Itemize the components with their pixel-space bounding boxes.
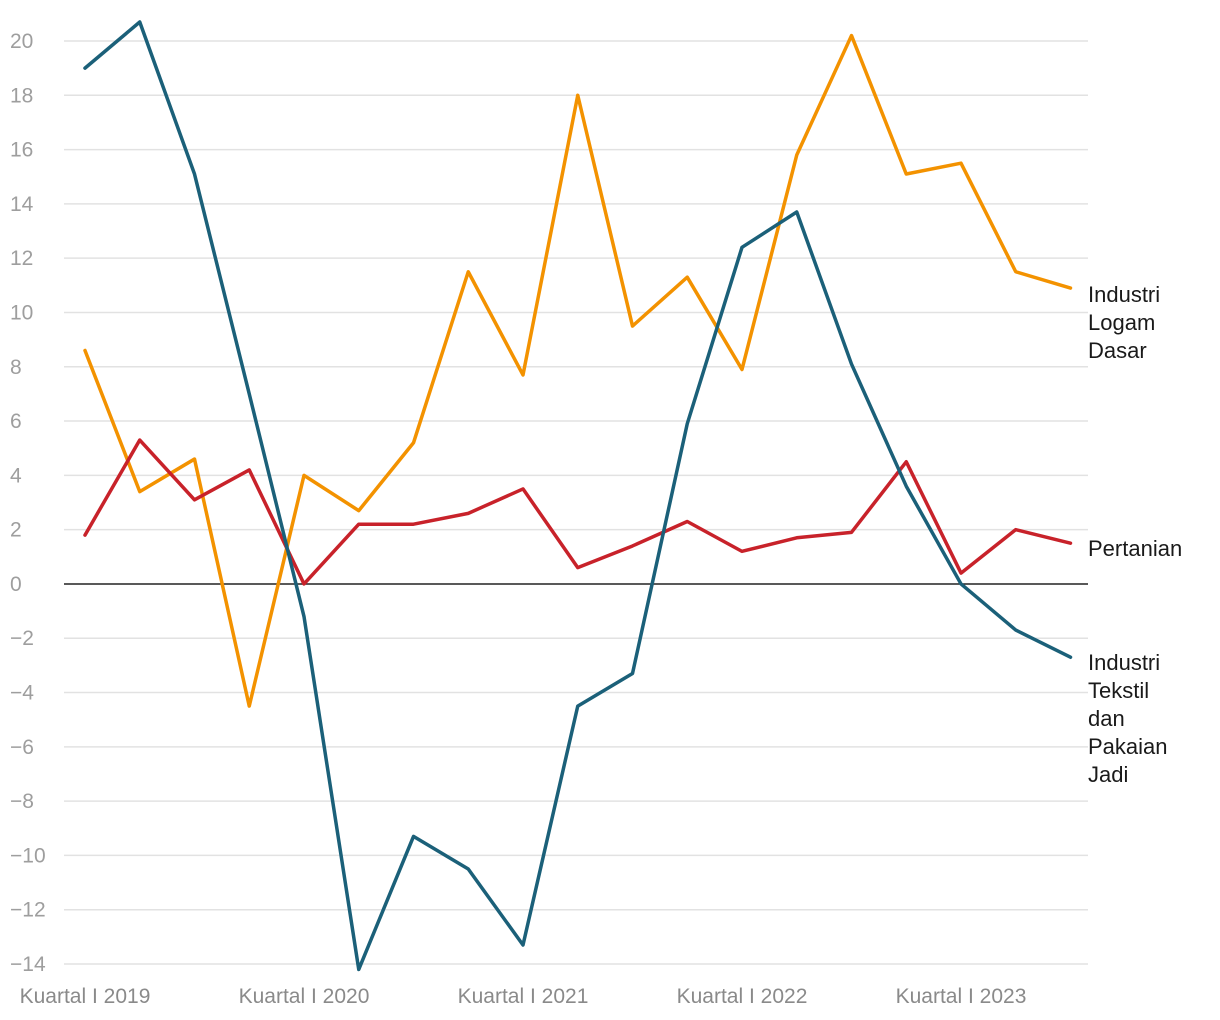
y-tick-label: 10 bbox=[10, 301, 33, 324]
y-tick-label: 16 bbox=[10, 139, 33, 162]
y-tick-label: 6 bbox=[10, 410, 22, 433]
series-label: Logam bbox=[1088, 310, 1155, 335]
series-label: Tekstil bbox=[1088, 678, 1149, 703]
y-tick-label: 2 bbox=[10, 519, 22, 542]
y-tick-label: −12 bbox=[10, 899, 46, 922]
series-label: Industri bbox=[1088, 650, 1160, 675]
series-line-pertanian bbox=[83, 438, 1073, 586]
y-tick-label: −2 bbox=[10, 627, 34, 650]
y-tick-label: 4 bbox=[10, 464, 22, 487]
y-tick-label: 12 bbox=[10, 247, 33, 270]
x-tick-label: Kuartal I 2023 bbox=[896, 985, 1027, 1008]
series-label: Pakaian bbox=[1088, 734, 1168, 759]
y-tick-label: −10 bbox=[10, 844, 46, 867]
series-line-industri-logam-dasar bbox=[83, 33, 1073, 708]
series-label: Industri bbox=[1088, 282, 1160, 307]
y-tick-label: 20 bbox=[10, 30, 33, 53]
y-tick-label: 18 bbox=[10, 84, 33, 107]
series-label: dan bbox=[1088, 706, 1125, 731]
y-tick-label: 8 bbox=[10, 356, 22, 379]
y-tick-label: −6 bbox=[10, 736, 34, 759]
series-label: Dasar bbox=[1088, 338, 1147, 363]
series-label: Jadi bbox=[1088, 762, 1128, 787]
series-line-industri-tekstil-dan-pakaian-jadi bbox=[83, 20, 1073, 972]
grid-layer bbox=[64, 40, 1088, 965]
y-tick-label: −4 bbox=[10, 682, 34, 705]
y-tick-label: −14 bbox=[10, 953, 46, 976]
y-tick-label: −8 bbox=[10, 790, 34, 813]
series-labels: Industri Logam Dasar Pertanian Industri Tekst… bbox=[1088, 282, 1182, 787]
x-tick-label: Kuartal I 2021 bbox=[458, 985, 589, 1008]
y-tick-label: 0 bbox=[10, 573, 22, 596]
series-lines bbox=[83, 20, 1073, 972]
x-tick-label: Kuartal I 2022 bbox=[677, 985, 808, 1008]
y-tick-label: 14 bbox=[10, 193, 34, 216]
series-label: Pertanian bbox=[1088, 536, 1182, 561]
x-tick-label: Kuartal I 2019 bbox=[20, 985, 151, 1008]
x-tick-label: Kuartal I 2020 bbox=[239, 985, 370, 1008]
x-axis-ticks: Kuartal I 2019 Kuartal I 2020 Kuartal I 20… bbox=[20, 985, 1027, 1008]
